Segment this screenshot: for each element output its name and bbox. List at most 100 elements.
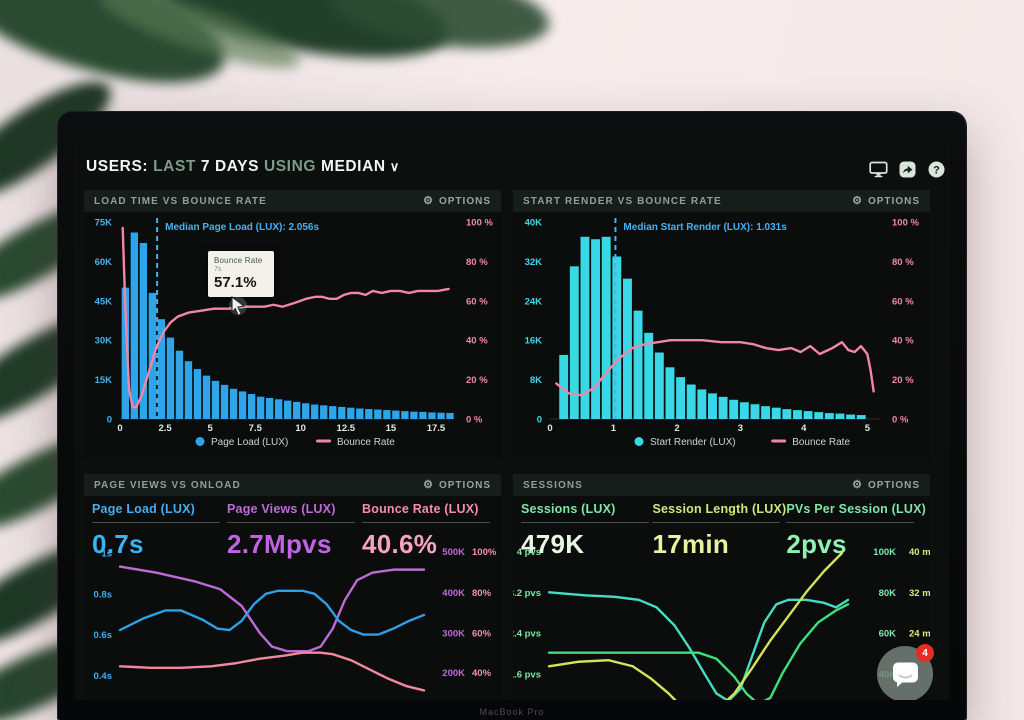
chat-badge: 4 — [916, 644, 934, 662]
sessions-chart[interactable]: 4 pvs 3.2 pvs 2.4 pvs 1.6 pvs 100K 40 min 80K 3… — [513, 548, 930, 700]
svg-text:75K: 75K — [95, 218, 113, 229]
options-button[interactable]: ⚙ OPTIONS — [852, 478, 920, 491]
svg-text:20 %: 20 % — [466, 375, 488, 386]
svg-text:15: 15 — [386, 423, 397, 434]
svg-text:24 min: 24 min — [909, 629, 930, 640]
svg-text:?: ? — [933, 164, 940, 176]
svg-text:100K: 100K — [873, 548, 896, 558]
mouse-cursor — [228, 295, 250, 324]
stat-bounce-rate: Bounce Rate (LUX) 40.6% — [362, 502, 497, 560]
svg-text:40%: 40% — [472, 668, 492, 679]
share-icon[interactable] — [897, 160, 917, 178]
svg-text:80 %: 80 % — [892, 257, 914, 268]
title-segment: USERS: — [86, 158, 149, 175]
load-time-chart[interactable]: Median Page Load (LUX): 2.056s 75K 60K 45K 3… — [84, 212, 501, 460]
svg-text:0: 0 — [107, 415, 112, 426]
svg-text:4 pvs: 4 pvs — [517, 548, 541, 558]
stat-label: Page Load (LUX) — [92, 502, 196, 516]
svg-text:100%: 100% — [472, 548, 497, 558]
svg-text:Start Render (LUX): Start Render (LUX) — [650, 437, 736, 448]
svg-text:80 %: 80 % — [466, 257, 488, 268]
stat-label: Page Views (LUX) — [227, 502, 336, 516]
svg-text:5: 5 — [865, 423, 871, 434]
stat-value: 40.6% — [362, 529, 438, 559]
title-segment: USING — [259, 158, 317, 175]
gear-icon: ⚙ — [852, 194, 863, 207]
svg-text:2.4 pvs: 2.4 pvs — [513, 629, 541, 640]
title-segment: 7 DAYS — [195, 158, 260, 175]
stat-underline — [362, 522, 490, 523]
panel-page-views: PAGE VIEWS VS ONLOAD ⚙ OPTIONS Page Load … — [84, 474, 501, 700]
svg-text:40 %: 40 % — [892, 336, 914, 347]
svg-text:Bounce Rate: Bounce Rate — [792, 437, 850, 448]
svg-text:60%: 60% — [472, 629, 492, 640]
svg-text:80K: 80K — [879, 588, 897, 599]
gear-icon: ⚙ — [852, 478, 863, 491]
stat-underline — [521, 522, 649, 523]
svg-text:300K: 300K — [442, 629, 465, 640]
stat-label: Session Length (LUX) — [652, 502, 787, 516]
svg-text:5: 5 — [208, 423, 214, 434]
stat-label: Sessions (LUX) — [521, 502, 616, 516]
svg-text:7.5: 7.5 — [249, 423, 263, 434]
stat-label: PVs Per Session (LUX) — [786, 502, 926, 516]
svg-text:30K: 30K — [95, 336, 113, 347]
svg-text:40 min: 40 min — [909, 548, 930, 558]
chevron-down-icon: ∨ — [389, 159, 400, 174]
svg-text:0.4s: 0.4s — [94, 671, 113, 682]
stat-value: 479K — [521, 529, 585, 559]
svg-text:40 %: 40 % — [466, 336, 488, 347]
stat-session-length: Session Length (LUX) 17min — [652, 502, 786, 560]
svg-text:40K: 40K — [525, 218, 543, 229]
options-button[interactable]: ⚙ OPTIONS — [423, 194, 491, 207]
laptop-brand: MacBook Pro — [479, 707, 545, 717]
options-button[interactable]: ⚙ OPTIONS — [423, 478, 491, 491]
stat-label: Bounce Rate (LUX) — [362, 502, 479, 516]
start-render-chart[interactable]: Median Start Render (LUX): 1.031s 40K 32K 2… — [513, 212, 930, 460]
svg-text:45K: 45K — [95, 296, 113, 307]
svg-text:60K: 60K — [95, 257, 113, 268]
svg-text:3.2 pvs: 3.2 pvs — [513, 588, 541, 599]
display-icon[interactable] — [868, 160, 888, 178]
stat-page-views: Page Views (LUX) 2.7Mpvs — [227, 502, 362, 560]
gear-icon: ⚙ — [423, 478, 434, 491]
svg-text:2: 2 — [674, 423, 679, 434]
svg-text:400K: 400K — [442, 588, 465, 599]
options-button[interactable]: ⚙ OPTIONS — [852, 194, 920, 207]
svg-text:100 %: 100 % — [466, 218, 493, 229]
stat-page-load: Page Load (LUX) 0.7s — [92, 502, 227, 560]
panel-title: START RENDER VS BOUNCE RATE — [523, 195, 722, 207]
svg-text:60 %: 60 % — [892, 296, 914, 307]
dashboard-screen: USERS: LAST 7 DAYS USING MEDIAN ∨ ? LOAD … — [58, 112, 966, 700]
svg-text:15K: 15K — [95, 375, 113, 386]
svg-text:16K: 16K — [525, 336, 543, 347]
svg-text:Median Start Render (LUX): 1.0: Median Start Render (LUX): 1.031s — [623, 222, 787, 233]
svg-text:32K: 32K — [525, 257, 543, 268]
svg-text:10: 10 — [295, 423, 306, 434]
svg-text:200K: 200K — [442, 668, 465, 679]
svg-text:0 %: 0 % — [466, 415, 483, 426]
panel-sessions: SESSIONS ⚙ OPTIONS Sessions (LUX) 479K Se… — [513, 474, 930, 700]
svg-text:80%: 80% — [472, 588, 492, 599]
svg-text:12.5: 12.5 — [337, 423, 356, 434]
panel-title: LOAD TIME VS BOUNCE RATE — [94, 195, 267, 207]
svg-text:1s: 1s — [101, 549, 112, 560]
help-icon[interactable]: ? — [926, 160, 946, 178]
page-views-chart[interactable]: 1s 0.8s 0.6s 0.4s 500K 100% 400K 80% 300K 60% 200K… — [84, 548, 501, 700]
svg-text:32 min: 32 min — [909, 588, 930, 599]
stat-value: 17min — [652, 529, 730, 559]
svg-text:2.5: 2.5 — [158, 423, 172, 434]
stat-sessions: Sessions (LUX) 479K — [521, 502, 652, 560]
panel-title: PAGE VIEWS VS ONLOAD — [94, 479, 241, 491]
tooltip-title: Bounce Rate — [214, 256, 263, 265]
svg-text:Median Page Load (LUX): 2.056s: Median Page Load (LUX): 2.056s — [165, 222, 319, 233]
svg-text:1.6 pvs: 1.6 pvs — [513, 669, 541, 680]
svg-text:20 %: 20 % — [892, 375, 914, 386]
dashboard-title-dropdown[interactable]: USERS: LAST 7 DAYS USING MEDIAN ∨ — [86, 158, 400, 176]
svg-text:100 %: 100 % — [892, 218, 919, 229]
dashboard-title: USERS: LAST 7 DAYS USING MEDIAN — [86, 158, 386, 175]
svg-text:3: 3 — [738, 423, 743, 434]
svg-text:0.6s: 0.6s — [94, 630, 113, 641]
svg-text:1: 1 — [611, 423, 617, 434]
chat-button[interactable]: 4 — [877, 644, 934, 700]
